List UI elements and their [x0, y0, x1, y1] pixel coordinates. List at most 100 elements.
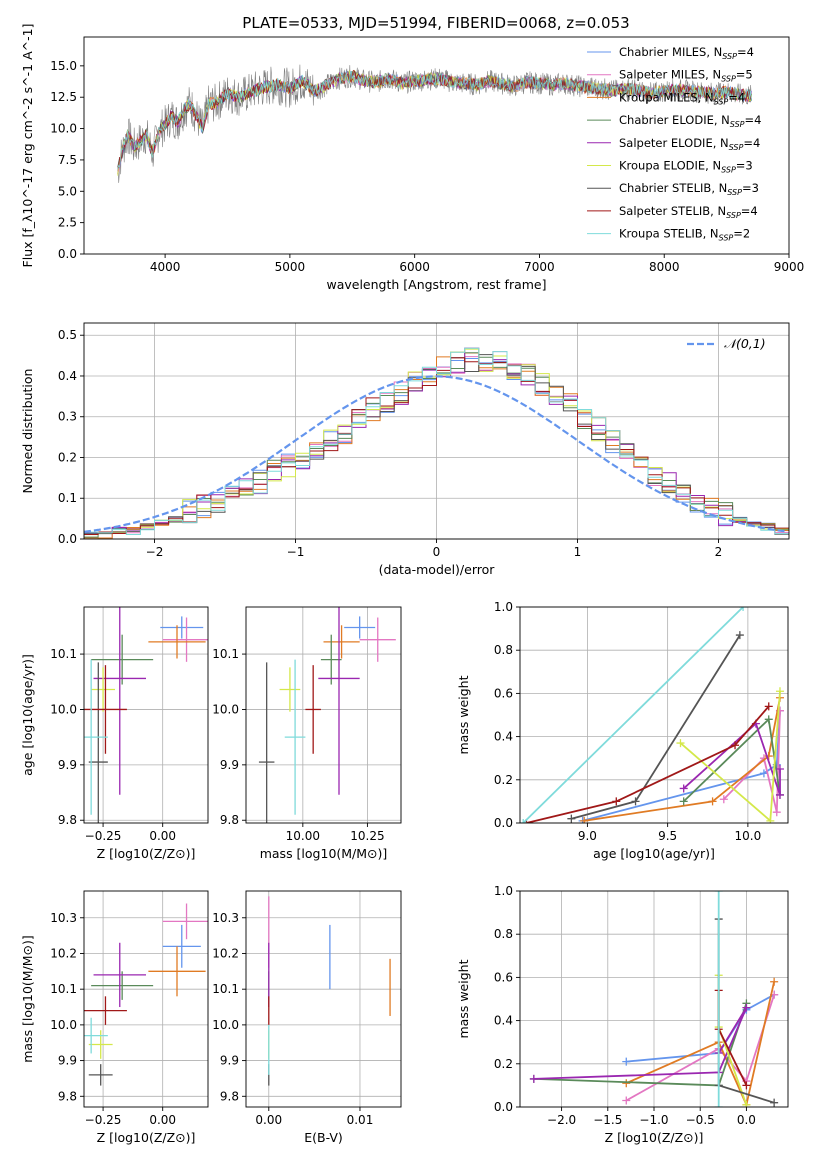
x-tick-label: 5000 [275, 260, 306, 274]
y-tick-label: 9.8 [58, 813, 77, 827]
series-marker [714, 1103, 723, 1107]
chart-age_vs_z: −0.25 0.00 9.8 9.9 10.0 10.1 Z [log10(Z/Z⊙)] ag… [20, 606, 209, 861]
series-marker [766, 816, 775, 823]
series-marker [676, 739, 685, 748]
gaussian-curve [84, 375, 787, 533]
plot-area [84, 347, 789, 539]
chart-spectrum: Chabrier MILES, NSSP=4 Salpeter MILES, NS… [20, 24, 804, 292]
series-marker [714, 891, 723, 895]
plot-area [258, 607, 396, 823]
x-tick-label: −0.25 [85, 1113, 122, 1127]
y-tick-label: 0.1 [58, 491, 77, 505]
legend-label: Kroupa ELODIE, NSSP=3 [619, 159, 753, 175]
y-tick-label: 0.3 [58, 410, 77, 424]
series-marker [631, 797, 640, 806]
chart-mass_vs_ebv: 0.00 0.01 9.8 9.9 10.0 10.1 10.2 10.3 E(B-V) [212, 890, 402, 1145]
axes-frame [83, 606, 209, 824]
x-tick-label: 0 [433, 545, 441, 559]
y-tick-label: 9.9 [220, 758, 239, 772]
y-tick-label: 0.0 [58, 532, 77, 546]
y-axis-label: mass [log10(M/M⊙)] [20, 935, 35, 1063]
series-marker [719, 795, 728, 804]
y-tick-label: 2.5 [58, 216, 77, 230]
figure-title: PLATE=0533, MJD=51994, FIBERID=0068, z=0… [242, 14, 629, 32]
x-tick-label: 10.00 [286, 829, 320, 843]
axes-frame [83, 890, 209, 1108]
plot-area [84, 607, 208, 823]
x-axis-label: (data-model)/error [379, 562, 496, 577]
series-line-kroupa-miles [625, 981, 775, 1107]
y-tick-label: 9.8 [58, 1089, 77, 1103]
x-tick-label: 9.0 [578, 829, 597, 843]
series-marker [742, 1100, 751, 1107]
y-tick-label: 0.4 [494, 1014, 513, 1028]
series-marker [580, 816, 589, 823]
series-marker [775, 790, 784, 799]
plot-area [520, 607, 784, 823]
x-tick-label: 10.0 [735, 829, 762, 843]
y-tick-label: 0.2 [494, 773, 513, 787]
series-line-chabrier-stelib [571, 634, 741, 820]
series-marker [622, 1096, 631, 1105]
y-tick-label: 0.8 [494, 643, 513, 657]
y-tick-label: 0.4 [494, 730, 513, 744]
y-tick-label: 9.8 [220, 813, 239, 827]
axes-frame [245, 890, 402, 1108]
series-marker [708, 797, 717, 806]
series-marker [612, 797, 621, 806]
series-marker [770, 977, 779, 986]
x-tick-label: −1.0 [639, 1113, 668, 1127]
x-tick-label: 9000 [774, 260, 805, 274]
chart-massweight_vs_z: −2.0 −1.5 −1.0 −0.5 0.0 0.0 0.2 0.4 0.6 0.8 1.0 Z [… [456, 884, 789, 1145]
series-marker [520, 819, 528, 823]
series-line-kroupa-stelib [522, 607, 744, 823]
histogram-kroupa-stelib [84, 347, 789, 539]
y-tick-label: 9.9 [58, 1054, 77, 1068]
y-tick-label: 7.5 [58, 153, 77, 167]
y-tick-label: 0.4 [58, 369, 77, 383]
y-tick-label: 15.0 [50, 59, 77, 73]
y-axis-label: Flux [f_λ10^-17 erg cm^-2 s^-1 A^-1] [20, 24, 35, 268]
series-marker [679, 784, 688, 793]
series-marker [742, 1081, 751, 1090]
axes-frame [519, 606, 789, 824]
y-tick-label: 0.5 [58, 328, 77, 342]
x-axis-label: E(B-V) [304, 1130, 343, 1145]
chart-massweight_vs_age: 9.0 9.5 10.0 0.0 0.2 0.4 0.6 0.8 1.0 age [log10(a… [456, 600, 789, 861]
legend-label: Chabrier MILES, NSSP=4 [619, 45, 754, 61]
x-tick-label: −0.25 [85, 829, 122, 843]
y-tick-label: 10.1 [212, 982, 239, 996]
x-tick-label: 8000 [649, 260, 680, 274]
chart-residuals: 𝒩(0,1) −2 −1 0 1 2 0.0 0.1 0.2 0.3 0.4 0.5 (data-mod… [20, 322, 790, 577]
x-tick-label: −2 [146, 545, 164, 559]
x-axis-label: Z [log10(Z/Z⊙)] [605, 1130, 704, 1145]
plot-area [84, 903, 208, 1086]
x-axis-label: age [log10(age/yr)] [593, 846, 715, 861]
legend-label: Kroupa STELIB, NSSP=2 [619, 227, 750, 243]
y-tick-label: 9.9 [58, 758, 77, 772]
x-tick-label: −1 [287, 545, 305, 559]
y-tick-label: 9.9 [220, 1054, 239, 1068]
y-tick-label: 5.0 [58, 184, 77, 198]
series-marker [772, 808, 781, 817]
y-tick-label: 0.8 [494, 927, 513, 941]
y-tick-label: 1.0 [494, 600, 513, 614]
legend-label: Chabrier ELODIE, NSSP=4 [619, 113, 761, 129]
y-tick-label: 0.0 [58, 247, 77, 261]
x-axis-label: wavelength [Angstrom, rest frame] [326, 277, 546, 292]
y-tick-label: 10.0 [212, 1018, 239, 1032]
y-axis-label: age [log10(age/yr)] [20, 654, 35, 776]
series-marker [764, 702, 773, 711]
y-tick-label: 9.8 [220, 1089, 239, 1103]
chart-mass_vs_z: −0.25 0.00 9.8 9.9 10.0 10.1 10.2 10.3 Z [log10(… [20, 890, 209, 1145]
y-tick-label: 10.3 [50, 911, 77, 925]
x-tick-label: 10.25 [350, 829, 384, 843]
y-tick-label: 10.1 [50, 982, 77, 996]
x-tick-label: 1 [574, 545, 582, 559]
axes-frame [83, 36, 790, 255]
y-tick-label: 0.0 [494, 816, 513, 830]
series-marker [567, 814, 576, 823]
x-tick-label: −2.0 [547, 1113, 576, 1127]
legend-label: 𝒩(0,1) [724, 336, 766, 351]
y-tick-label: 0.6 [494, 970, 513, 984]
